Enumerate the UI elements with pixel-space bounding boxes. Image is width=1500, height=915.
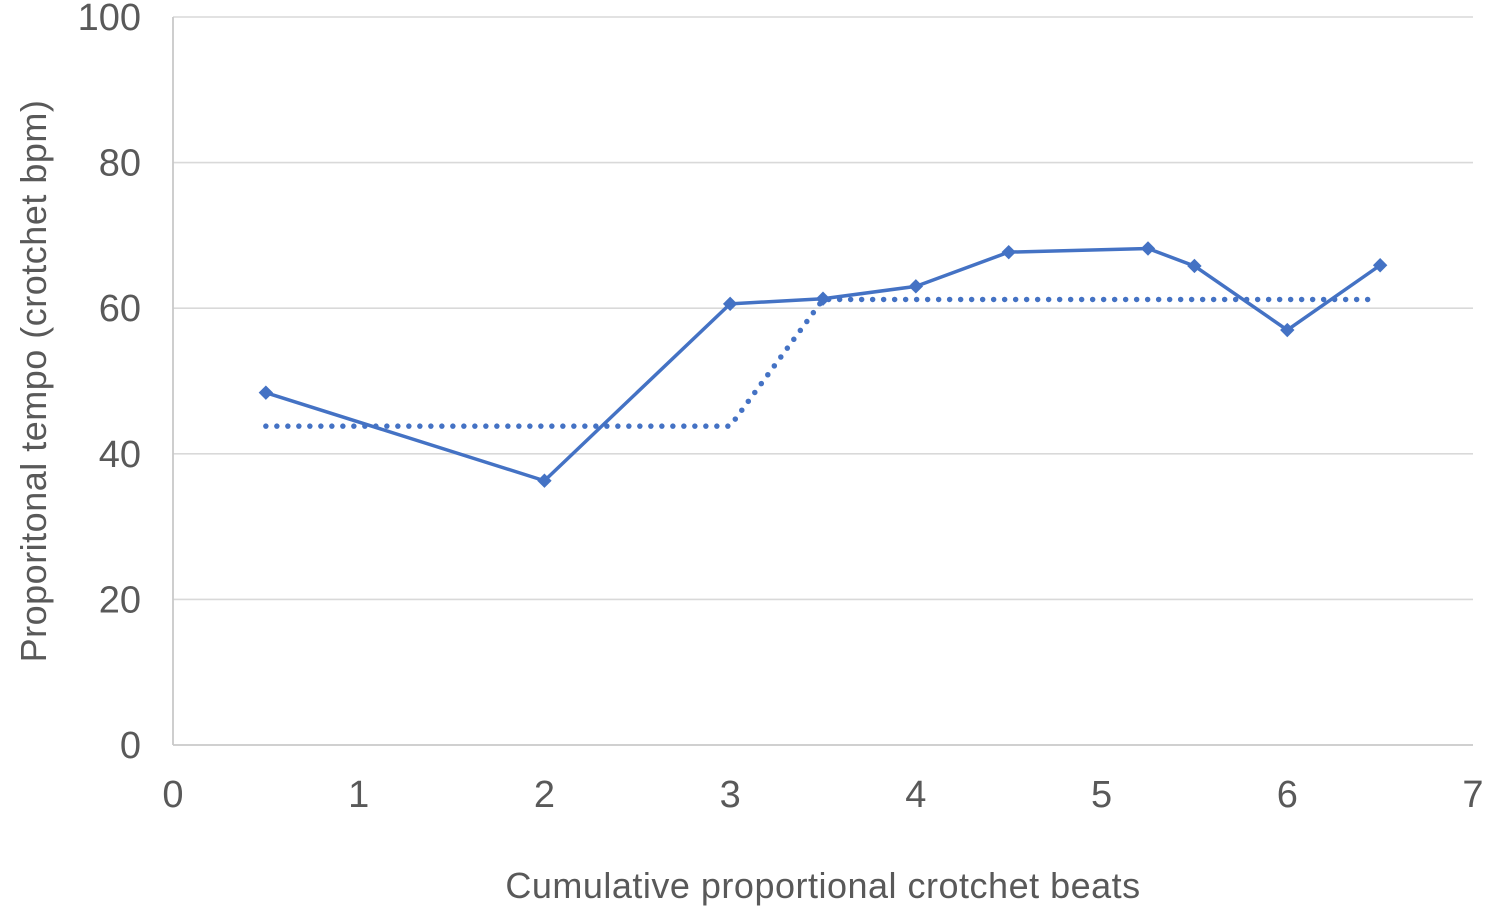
- data-point-marker: [1187, 258, 1202, 274]
- data-point-marker: [722, 296, 738, 312]
- x-tick-label: 3: [720, 774, 741, 816]
- x-tick-label: 7: [1462, 774, 1483, 816]
- y-tick-label: 0: [120, 725, 141, 767]
- y-tick-label: 100: [78, 0, 141, 39]
- x-tick-label: 2: [534, 774, 555, 816]
- data-point-marker: [908, 279, 924, 294]
- data-point-marker: [1280, 322, 1295, 338]
- y-tick-label: 40: [99, 434, 141, 476]
- data-point-marker: [537, 473, 552, 488]
- y-axis-title: Proporitonal tempo (crotchet bpm): [13, 99, 54, 663]
- x-tick-label: 5: [1091, 774, 1112, 816]
- data-point-marker: [1140, 241, 1156, 256]
- data-point-marker: [1372, 258, 1388, 273]
- y-tick-label: 20: [99, 579, 141, 621]
- solid-series-line: [265, 246, 1382, 483]
- data-point-marker: [258, 385, 274, 400]
- y-tick-label: 60: [99, 288, 141, 330]
- y-tick-label: 80: [99, 143, 141, 185]
- x-tick-label: 0: [162, 774, 183, 816]
- x-tick-label: 4: [905, 774, 926, 816]
- data-point-marker: [1001, 244, 1016, 260]
- x-tick-label: 6: [1277, 774, 1298, 816]
- x-axis-title: Cumulative proportional crotchet beats: [505, 865, 1141, 906]
- dotted-series-line: [263, 296, 1374, 429]
- x-tick-label: 1: [348, 774, 369, 816]
